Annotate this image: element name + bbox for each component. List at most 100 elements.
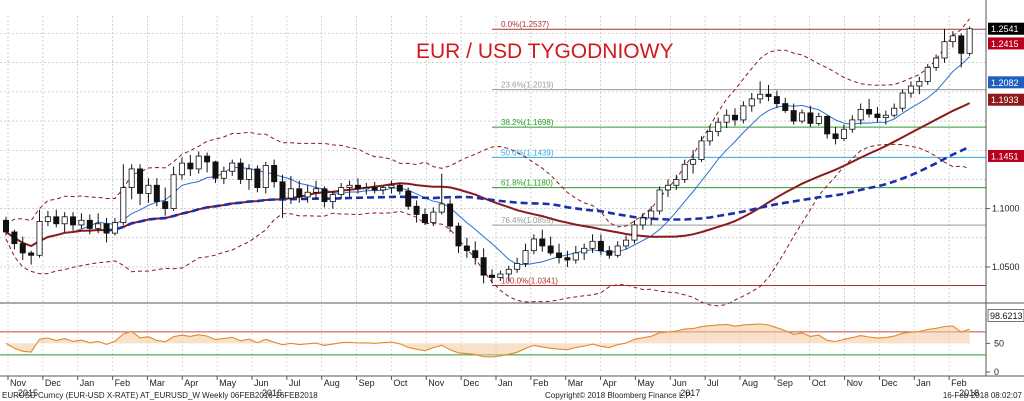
month-label: May <box>219 378 237 388</box>
candle-body <box>111 222 118 234</box>
candle-body <box>413 205 420 215</box>
candle-body <box>958 35 965 54</box>
candle-body <box>313 188 320 193</box>
candle-body <box>941 41 948 59</box>
fib-label: 38.2%(1.1698) <box>501 118 554 127</box>
month-label: Jul <box>289 378 301 388</box>
month-label: Jan <box>916 378 931 388</box>
price-tag-box <box>988 22 1024 35</box>
candle-body <box>380 187 387 191</box>
candle-body <box>673 179 680 186</box>
candle-body <box>19 243 26 254</box>
candle-body <box>882 114 889 118</box>
candle-body <box>505 268 512 275</box>
candle-body <box>103 223 110 234</box>
candle-body <box>514 263 521 270</box>
month-label: Feb <box>115 378 131 388</box>
candle-body <box>78 219 85 226</box>
month-label: May <box>637 378 655 388</box>
month-label: Mar <box>149 378 165 388</box>
candle-body <box>95 223 102 229</box>
candle-body <box>631 224 638 241</box>
fib-label: 50.0%(1.1439) <box>501 148 554 157</box>
month-label: Jan <box>498 378 513 388</box>
envelope-bands <box>5 18 970 307</box>
candle-body <box>581 247 588 254</box>
candle-body <box>748 98 755 107</box>
price-tag-label: 1.1451 <box>991 151 1019 161</box>
candle-body <box>706 131 713 142</box>
candle-body <box>849 119 856 130</box>
candle-body <box>589 240 596 249</box>
candle-body <box>371 187 378 191</box>
candle-body <box>966 28 973 54</box>
candle-body <box>262 165 269 189</box>
candle-body <box>346 184 353 188</box>
candle-body <box>388 184 395 188</box>
oscillator-panel: 50 0 98.6213 <box>0 309 1024 377</box>
month-label: Oct <box>393 378 408 388</box>
fibonacci-levels: 0.0%(1.2537) 23.6%(1.2019) 38.2%(1.1698) 50… <box>492 20 986 287</box>
price-tag-box <box>988 93 1024 106</box>
candle-body <box>907 85 914 94</box>
year-label: 2018 <box>959 388 979 398</box>
candle-body <box>338 187 345 196</box>
candle-body <box>329 194 336 203</box>
candle-body <box>3 219 9 233</box>
ma-fast-line <box>5 56 970 266</box>
month-label: Jan <box>80 378 95 388</box>
candle-body <box>681 163 688 180</box>
year-label: 2016 <box>262 388 282 398</box>
chart-title: EUR / USD TYGODNIOWY <box>416 40 673 63</box>
fib-label: 76.4%(1.0859) <box>501 216 554 225</box>
candle-body <box>271 165 278 183</box>
candle-body <box>204 155 211 163</box>
candle-body <box>949 35 956 43</box>
candle-body <box>639 217 646 226</box>
month-label: Feb <box>533 378 549 388</box>
year-label: 2017 <box>680 388 700 398</box>
candle-body <box>455 225 462 247</box>
oscillator-tick-label: 0 <box>994 367 999 377</box>
candle-body <box>899 92 906 109</box>
month-label: Apr <box>184 378 198 388</box>
year-label: 2015 <box>18 388 38 398</box>
candle-body <box>70 216 77 226</box>
candle-body <box>715 121 722 132</box>
candle-body <box>304 191 311 198</box>
candle-body <box>53 216 60 225</box>
candle-body <box>28 252 35 256</box>
candle-body <box>656 189 663 212</box>
candle-body <box>86 219 93 229</box>
time-axis: Nov Dec Jan Feb Mar Apr May Jun Jul Aug Sep Oct Nov D… <box>7 376 979 398</box>
candle-body <box>799 112 806 122</box>
price-tag-box <box>988 76 1024 89</box>
oscillator-tick-label: 50 <box>994 338 1004 348</box>
month-label: Nov <box>10 378 27 388</box>
month-label: Aug <box>324 378 340 388</box>
candlesticks <box>3 26 973 284</box>
fib-label: 0.0%(1.2537) <box>501 20 549 29</box>
candle-body <box>36 221 43 256</box>
candle-body <box>178 162 185 176</box>
candle-body <box>61 216 68 225</box>
candle-body <box>933 57 940 68</box>
candle-body <box>648 210 655 219</box>
candle-body <box>790 110 797 122</box>
month-label: Jun <box>254 378 269 388</box>
month-label: Aug <box>742 378 758 388</box>
candle-body <box>732 114 738 121</box>
price-tag-label: 1.1933 <box>991 95 1019 105</box>
footer-source: EURUSD Curncy (EUR-USD X-RATE) AT_EURUSD… <box>2 391 318 400</box>
candle-body <box>539 238 546 247</box>
candle-body <box>698 140 705 160</box>
candle-body <box>832 133 839 139</box>
oscillator-fill <box>6 324 970 357</box>
month-label: Nov <box>428 378 445 388</box>
candle-body <box>866 108 873 115</box>
candle-body <box>137 168 144 194</box>
candle-body <box>597 240 604 252</box>
month-label: Dec <box>45 378 62 388</box>
candle-body <box>354 184 361 190</box>
candle-body <box>530 238 537 252</box>
